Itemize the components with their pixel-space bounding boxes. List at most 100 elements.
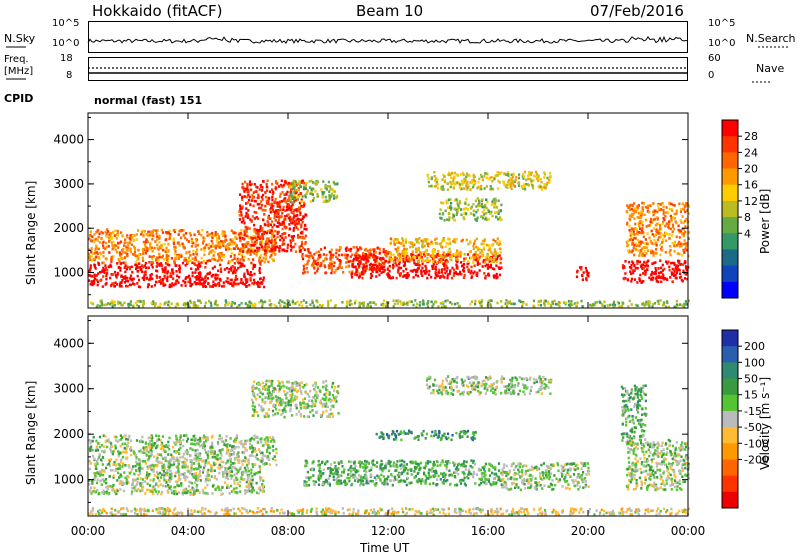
power-pixel bbox=[475, 251, 477, 254]
power-pixel bbox=[408, 300, 410, 303]
power-pixel bbox=[254, 228, 256, 231]
power-pixel bbox=[230, 248, 232, 251]
power-pixel bbox=[498, 212, 500, 215]
power-pixel bbox=[674, 250, 676, 253]
power-pixel bbox=[451, 182, 453, 185]
power-pixel bbox=[158, 235, 160, 238]
power-pixel bbox=[505, 299, 507, 302]
power-pixel bbox=[117, 242, 119, 245]
velocity-pixel bbox=[139, 470, 141, 473]
velocity-pixel bbox=[204, 465, 206, 468]
power-pixel bbox=[660, 271, 662, 274]
velocity-pixel bbox=[123, 471, 125, 474]
power-pixel bbox=[631, 243, 633, 246]
power-pixel bbox=[124, 266, 126, 269]
power-pixel bbox=[463, 270, 465, 273]
power-pixel bbox=[630, 236, 632, 239]
power-pixel bbox=[490, 176, 492, 179]
velocity-pixel bbox=[202, 469, 204, 472]
power-pixel bbox=[400, 242, 402, 245]
power-pixel bbox=[103, 241, 105, 244]
power-pixel bbox=[282, 191, 284, 194]
power-pixel bbox=[682, 270, 684, 273]
power-pixel bbox=[472, 256, 474, 259]
velocity-pixel bbox=[248, 470, 250, 473]
power-pixel bbox=[412, 250, 414, 253]
power-pixel bbox=[455, 258, 457, 261]
power-pixel bbox=[283, 239, 285, 242]
power-pixel bbox=[641, 213, 643, 216]
power-pixel bbox=[283, 206, 285, 209]
power-colorbar-tick-label: 24 bbox=[744, 146, 758, 159]
power-pixel bbox=[313, 267, 315, 270]
power-pixel bbox=[660, 281, 662, 284]
power-pixel bbox=[196, 275, 198, 278]
power-pixel bbox=[641, 227, 643, 230]
power-pixel bbox=[508, 179, 510, 182]
power-pixel bbox=[109, 277, 111, 280]
power-pixel bbox=[301, 305, 303, 308]
power-pixel bbox=[278, 185, 280, 188]
power-pixel bbox=[444, 255, 446, 258]
velocity-pixel bbox=[188, 485, 190, 488]
power-pixel bbox=[262, 180, 264, 183]
power-pixel bbox=[301, 243, 303, 246]
power-pixel bbox=[670, 218, 672, 221]
power-pixel bbox=[145, 270, 147, 273]
power-pixel bbox=[627, 240, 629, 243]
power-pixel bbox=[239, 237, 241, 240]
power-pixel bbox=[486, 207, 488, 210]
power-pixel bbox=[476, 187, 478, 190]
velocity-pixel bbox=[259, 471, 261, 474]
power-colorbar-tick-label: 8 bbox=[744, 211, 751, 224]
power-pixel bbox=[268, 240, 270, 243]
power-pixel bbox=[247, 201, 249, 204]
velocity-pixel bbox=[154, 474, 156, 477]
velocity-pixel bbox=[218, 486, 220, 489]
power-pixel bbox=[174, 253, 176, 256]
power-pixel bbox=[100, 279, 102, 282]
power-pixel bbox=[203, 254, 205, 257]
power-pixel bbox=[206, 234, 208, 237]
power-pixel bbox=[210, 245, 212, 248]
power-pixel bbox=[201, 282, 203, 285]
power-pixel bbox=[119, 285, 121, 288]
power-pixel bbox=[408, 258, 410, 261]
power-pixel bbox=[153, 255, 155, 258]
power-pixel bbox=[211, 236, 213, 239]
power-pixel bbox=[389, 270, 391, 273]
velocity-pixel bbox=[224, 470, 226, 473]
power-pixel bbox=[288, 217, 290, 220]
power-pixel bbox=[217, 260, 219, 263]
power-pixel bbox=[294, 184, 296, 187]
power-pixel bbox=[458, 207, 460, 210]
power-pixel bbox=[222, 243, 224, 246]
power-pixel bbox=[96, 274, 98, 277]
velocity-pixel bbox=[232, 466, 234, 469]
power-pixel bbox=[247, 273, 249, 276]
velocity-pixel bbox=[132, 483, 134, 486]
power-pixel bbox=[674, 242, 676, 245]
velocity-pixel bbox=[160, 476, 162, 479]
power-pixel bbox=[149, 243, 151, 246]
power-pixel bbox=[527, 178, 529, 181]
power-pixel bbox=[659, 227, 661, 230]
power-pixel bbox=[524, 171, 526, 174]
power-pixel bbox=[142, 305, 144, 308]
power-pixel bbox=[255, 254, 257, 257]
power-pixel bbox=[136, 238, 138, 241]
power-pixel bbox=[658, 272, 660, 275]
power-pixel bbox=[217, 233, 219, 236]
power-pixel bbox=[94, 241, 96, 244]
power-pixel bbox=[185, 259, 187, 262]
power-pixel bbox=[443, 268, 445, 271]
power-pixel bbox=[120, 241, 122, 244]
power-pixel bbox=[366, 305, 368, 308]
power-pixel bbox=[289, 207, 291, 210]
power-pixel bbox=[628, 225, 630, 228]
power-pixel bbox=[254, 249, 256, 252]
power-pixel bbox=[124, 257, 126, 260]
power-pixel bbox=[162, 281, 164, 284]
power-pixel bbox=[683, 243, 685, 246]
power-pixel bbox=[246, 228, 248, 231]
